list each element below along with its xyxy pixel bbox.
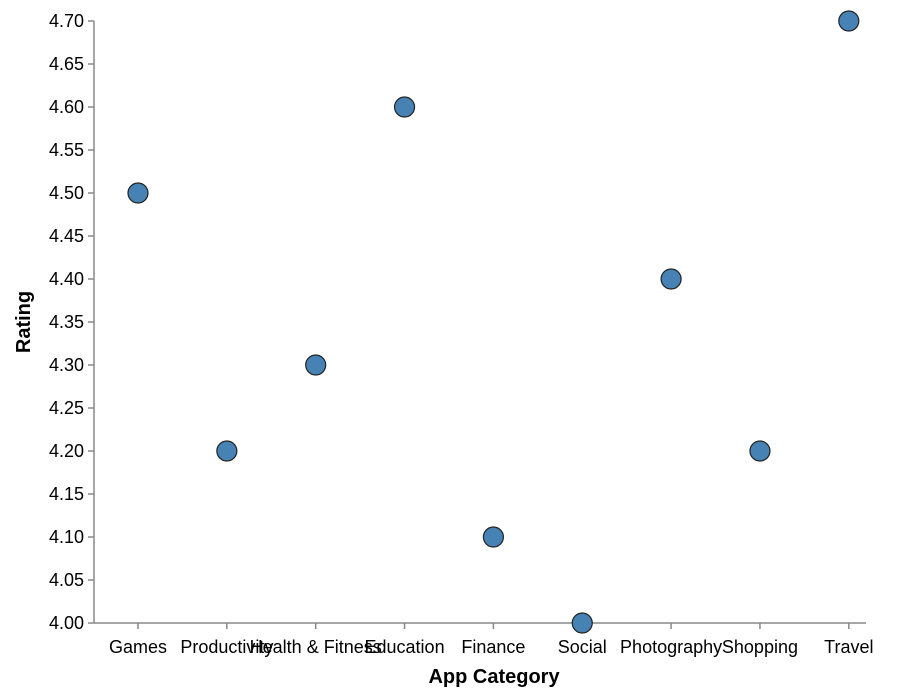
data-point[interactable] xyxy=(393,96,416,118)
data-points xyxy=(127,10,860,634)
data-point[interactable] xyxy=(305,354,327,376)
data-point[interactable] xyxy=(571,612,593,634)
y-tick-label: 4.60 xyxy=(49,97,84,117)
y-tick-label: 4.70 xyxy=(49,11,84,31)
x-tick-label: Social xyxy=(558,637,607,657)
y-tick-label: 4.20 xyxy=(49,441,84,461)
y-tick-label: 4.00 xyxy=(49,613,84,633)
y-tick-label: 4.45 xyxy=(49,226,84,246)
y-tick-label: 4.25 xyxy=(49,398,84,418)
x-tick-label: Health & Fitness xyxy=(250,637,382,657)
x-tick-label: Shopping xyxy=(722,637,798,657)
data-point[interactable] xyxy=(660,268,682,290)
y-tick-label: 4.65 xyxy=(49,54,84,74)
x-tick-label: Finance xyxy=(461,637,525,657)
x-tick-label: Productivity xyxy=(180,637,273,657)
x-axis-title: App Category xyxy=(428,666,560,688)
y-tick-label: 4.55 xyxy=(49,140,84,160)
y-axis-title: Rating xyxy=(13,291,35,353)
y-tick-label: 4.05 xyxy=(49,570,84,590)
y-tick-label: 4.50 xyxy=(49,183,84,203)
x-tick-label: Travel xyxy=(824,637,873,657)
y-tick-label: 4.40 xyxy=(49,269,84,289)
x-tick-label: Education xyxy=(365,637,445,657)
y-axis: 4.00 4.05 4.10 4.15 4.20 4.25 4.30 4.35 4.40 4.45… xyxy=(49,11,95,633)
x-tick-label: Photography xyxy=(620,637,722,657)
data-point[interactable] xyxy=(838,10,860,32)
data-point[interactable] xyxy=(216,440,238,462)
y-tick-label: 4.15 xyxy=(49,484,84,504)
y-tick-label: 4.30 xyxy=(49,355,84,375)
data-point[interactable] xyxy=(749,440,771,462)
x-tick-label: Games xyxy=(109,637,167,657)
data-point[interactable] xyxy=(127,182,149,204)
y-tick-label: 4.10 xyxy=(49,527,84,547)
y-tick-label: 4.35 xyxy=(49,312,84,332)
data-point[interactable] xyxy=(482,526,504,548)
